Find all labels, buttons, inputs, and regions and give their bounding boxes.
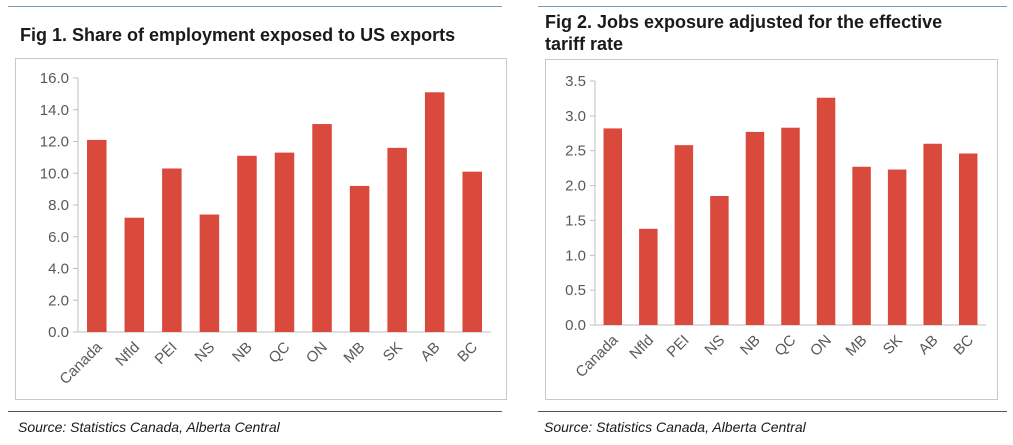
y-tick-label: 0.5 xyxy=(565,282,586,299)
bar-pei xyxy=(162,168,182,332)
top-rule xyxy=(538,6,1007,7)
bar-canada xyxy=(603,128,623,325)
bar-sk xyxy=(387,147,407,332)
x-tick-label: PEI xyxy=(664,332,693,361)
x-tick-label: BC xyxy=(950,332,977,359)
bar-sk xyxy=(887,169,907,325)
bar-canada xyxy=(87,139,107,332)
figure-2-panel: Fig 2. Jobs exposure adjusted for the ef… xyxy=(530,0,1013,445)
x-tick-label: NS xyxy=(701,332,728,359)
top-rule xyxy=(8,6,502,7)
figure-2-title: Fig 2. Jobs exposure adjusted for the ef… xyxy=(545,12,943,54)
y-tick-label: 1.5 xyxy=(565,212,586,229)
figure-1-chart-frame: 0.0 2.0 4.0 6.0 8.0 10.0 12.0 14.0 16.0 Canada Nfl… xyxy=(15,58,507,400)
x-tick-label: NS xyxy=(191,339,218,366)
y-tick-label: 8.0 xyxy=(48,197,69,214)
x-tick-label: PEI xyxy=(152,339,181,368)
figure-2-chart: 0.0 0.5 1.0 1.5 2.0 2.5 3.0 3.5 Canada Nfld PEI NS N… xyxy=(565,73,986,381)
bar-bc xyxy=(462,171,482,332)
y-tick-label: 4.0 xyxy=(48,261,69,278)
y-tick-label: 1.0 xyxy=(565,247,586,264)
x-tick-label: MB xyxy=(340,339,368,367)
figure-2-source: Source: Statistics Canada, Alberta Centr… xyxy=(544,419,806,435)
x-tick-label: MB xyxy=(842,332,870,360)
y-tick-label: 14.0 xyxy=(40,102,69,119)
bar-qc xyxy=(781,127,800,325)
x-tick-label: Canada xyxy=(56,338,106,388)
y-tick-label: 3.0 xyxy=(565,108,586,125)
x-tick-label: QC xyxy=(771,332,799,360)
figure-1-panel: Fig 1. Share of employment exposed to US… xyxy=(8,6,507,435)
x-tick-label: AB xyxy=(417,339,443,365)
y-tick-label: 2.5 xyxy=(565,143,586,160)
y-tick-label: 2.0 xyxy=(565,178,586,195)
bottom-rule xyxy=(8,411,502,412)
bar-nfld xyxy=(639,228,658,325)
x-tick-label: NB xyxy=(229,339,256,366)
bar-nfld xyxy=(124,217,145,332)
y-tick-label: 6.0 xyxy=(48,229,69,246)
y-tick-label: 0.0 xyxy=(48,324,69,341)
y-tick-label: 3.5 xyxy=(565,73,586,90)
y-tick-label: 0.0 xyxy=(565,317,586,334)
y-tick-label: 12.0 xyxy=(40,134,69,151)
x-tick-label: NB xyxy=(737,332,764,359)
figure-1-source: Source: Statistics Canada, Alberta Centr… xyxy=(18,419,280,435)
x-tick-label: SK xyxy=(880,332,906,358)
x-tick-label: ON xyxy=(303,339,331,367)
bar-bc xyxy=(958,153,978,325)
x-tick-label: QC xyxy=(265,339,293,367)
y-tick-label: 2.0 xyxy=(48,292,69,309)
x-tick-label: BC xyxy=(454,339,481,366)
x-tick-label: Nfld xyxy=(112,339,143,370)
bar-on xyxy=(816,97,836,325)
bar-mb xyxy=(349,185,370,332)
figure-1-title: Fig 1. Share of employment exposed to US… xyxy=(20,25,456,45)
x-tick-label: SK xyxy=(380,339,406,365)
bar-pei xyxy=(674,145,694,325)
bar-ab xyxy=(923,143,942,325)
bar-nb xyxy=(745,131,765,325)
figure-1-chart: 0.0 2.0 4.0 6.0 8.0 10.0 12.0 14.0 16.0 Canada Nfl… xyxy=(40,70,491,388)
bar-qc xyxy=(274,152,295,332)
x-tick-label: AB xyxy=(915,332,941,358)
x-tick-label: Canada xyxy=(572,331,622,381)
bar-mb xyxy=(852,166,871,325)
bar-ab xyxy=(424,92,445,332)
y-tick-label: 10.0 xyxy=(40,165,69,182)
bar-ns xyxy=(199,214,220,332)
bar-ns xyxy=(710,196,729,325)
x-tick-label: ON xyxy=(807,332,835,360)
x-tick-label: Nfld xyxy=(626,332,657,363)
bar-nb xyxy=(237,155,257,332)
y-tick-label: 16.0 xyxy=(40,70,69,87)
figure-2-chart-frame: 0.0 0.5 1.0 1.5 2.0 2.5 3.0 3.5 Canada Nfld PEI NS N… xyxy=(545,59,998,400)
bottom-rule xyxy=(538,411,1007,412)
bar-on xyxy=(312,124,332,332)
